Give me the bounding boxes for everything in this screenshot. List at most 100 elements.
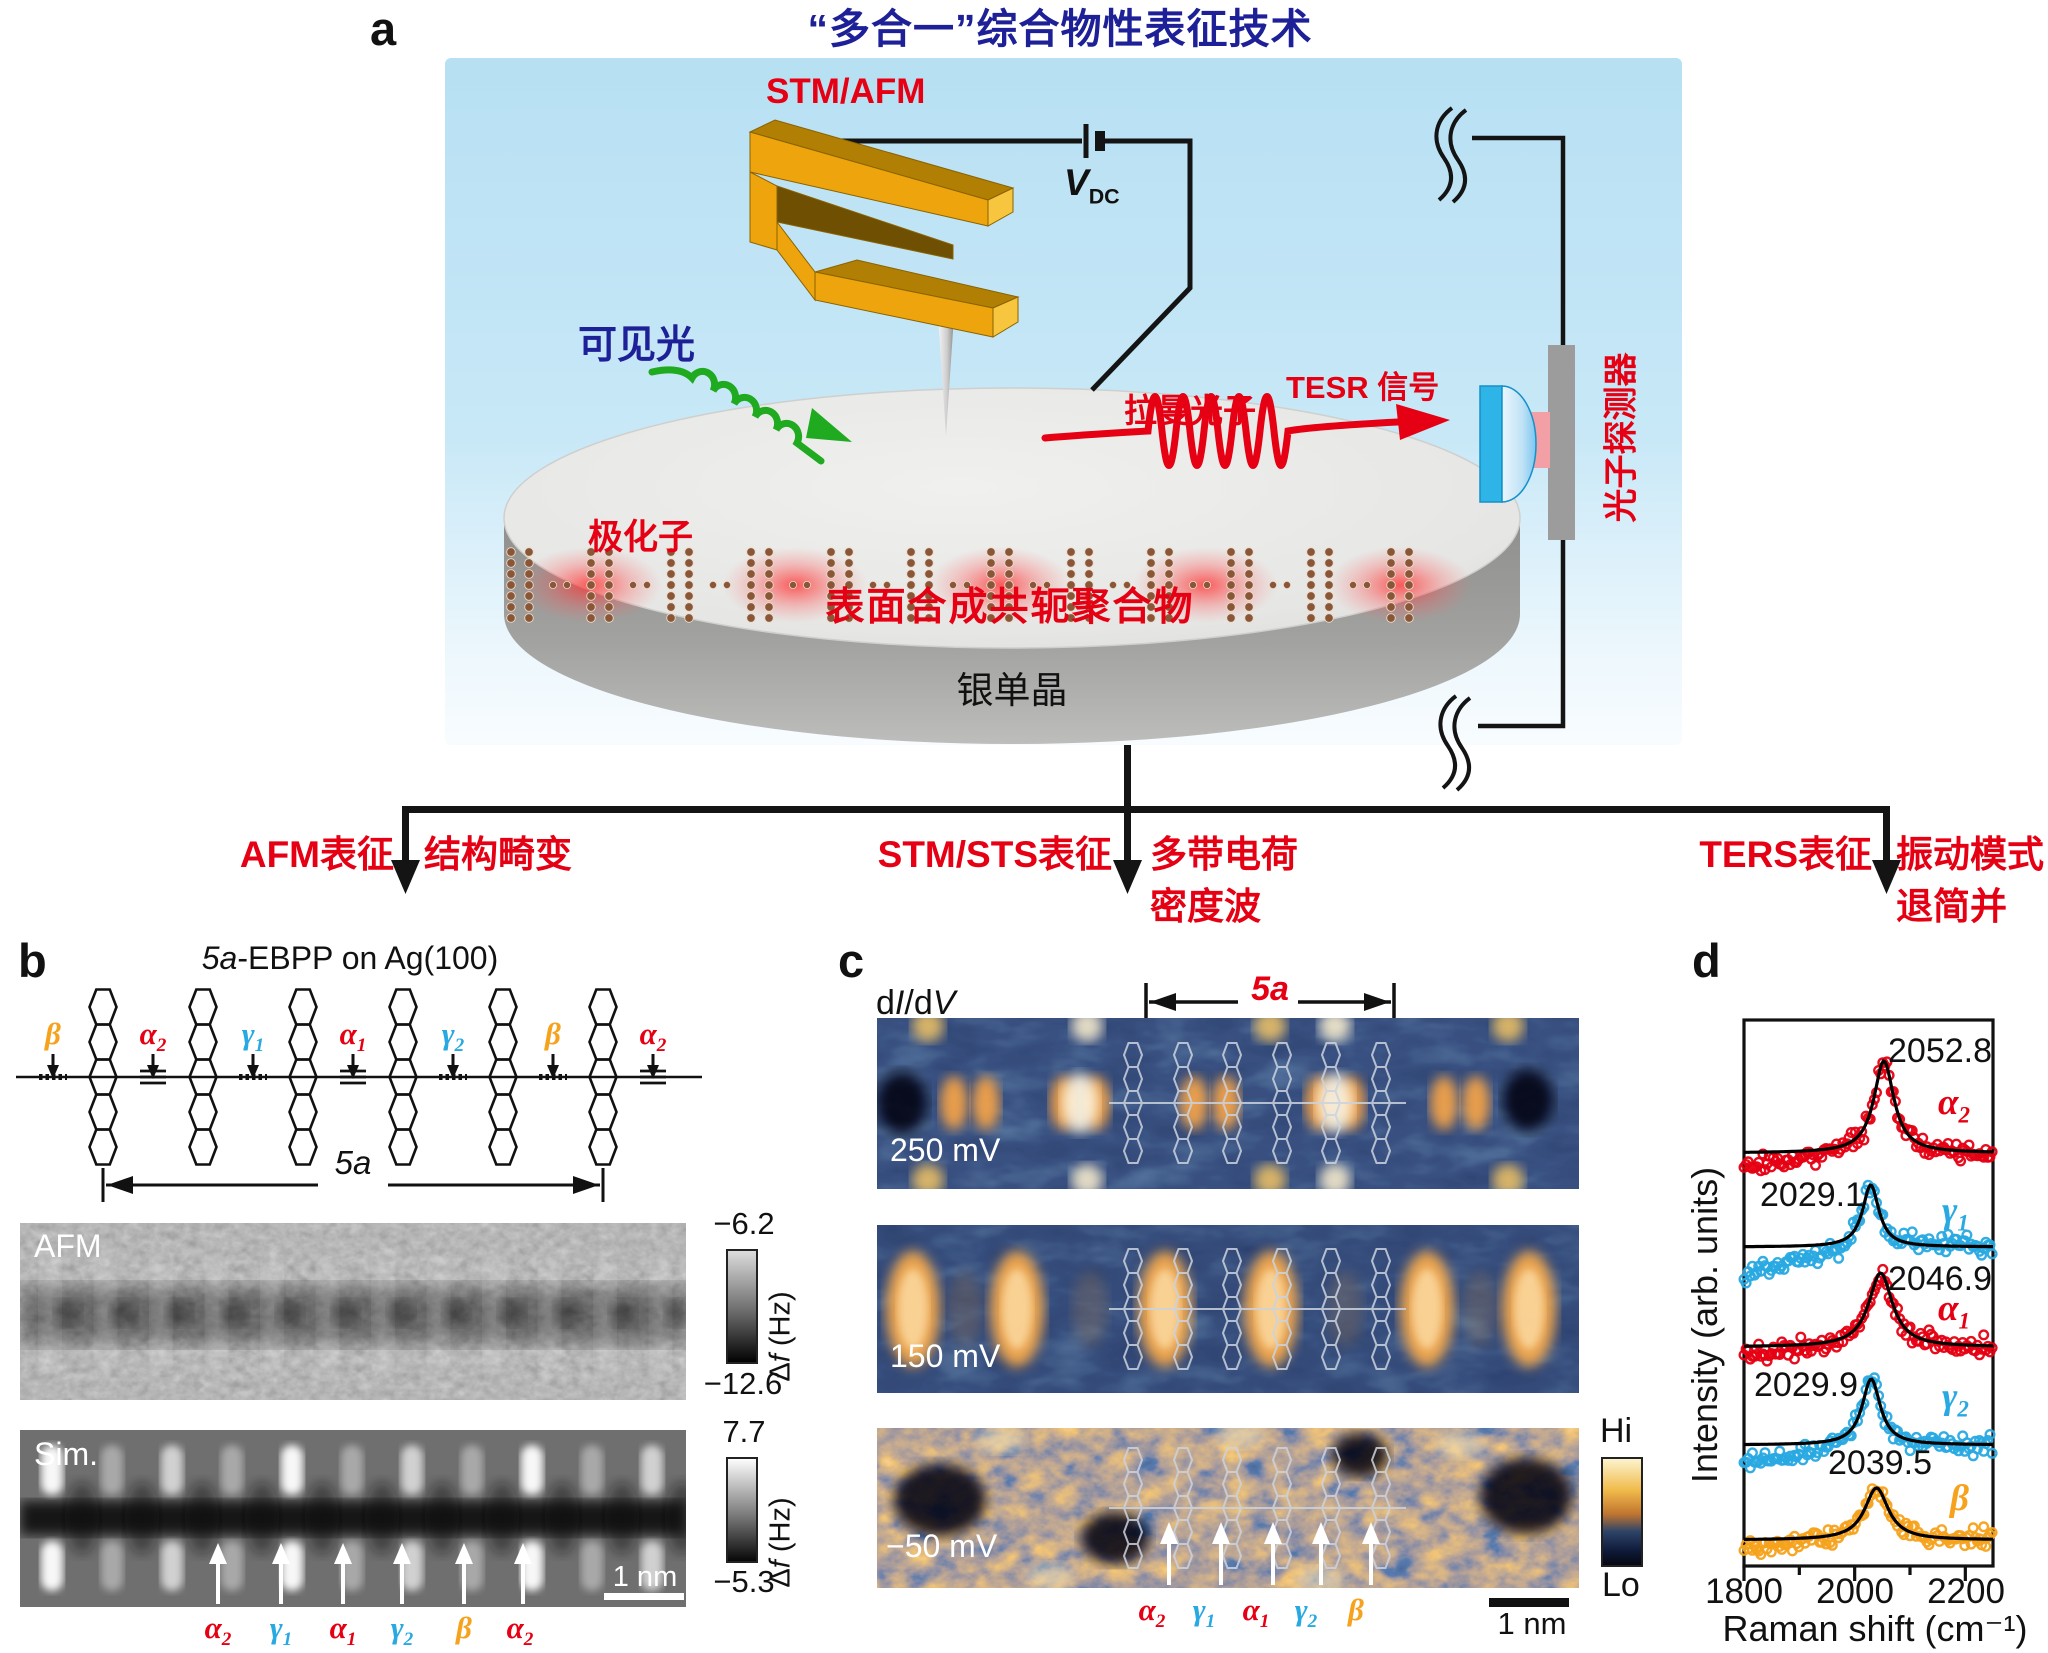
colorbar-lo: Lo <box>1602 1566 1640 1604</box>
sim-label-gamma1: γ1 <box>269 1610 293 1651</box>
cb1-min: −12.6 <box>703 1366 783 1401</box>
polaron-label: 极化子 <box>588 518 694 557</box>
panel-label-b: b <box>18 934 47 987</box>
cb2-min: −5.3 <box>713 1564 775 1599</box>
panel-d-graphics <box>1738 1018 1998 1581</box>
panel-b-title: 5a-EBPP on Ag(100) <box>201 940 499 976</box>
polymer-chain <box>506 547 1472 623</box>
didv-map-250mv <box>877 1018 1579 1189</box>
sim-label-alpha2-1: α2 <box>204 1610 232 1651</box>
panel-b-graphics <box>16 988 758 1607</box>
peak-value-beta: 2039.5 <box>1828 1444 1932 1482</box>
x-axis-label: Raman shift (cm⁻¹) <box>1722 1608 2028 1649</box>
map-label-beta: β <box>1348 1592 1364 1627</box>
branch-sts-result1: 多带电荷 <box>1150 834 1298 875</box>
bond-label-beta-2: β <box>545 1016 561 1051</box>
tesr-signal-label: TESR 信号 <box>1286 370 1440 405</box>
sim-label-beta: β <box>456 1610 472 1645</box>
map-label-alpha2: α2 <box>1138 1592 1166 1633</box>
sim-image-tag: Sim. <box>34 1436 98 1472</box>
panel-label-a: a <box>370 2 397 55</box>
didv-title: dI/dV <box>876 984 956 1022</box>
bond-label-alpha2-2: α2 <box>639 1016 667 1057</box>
photon-detector-label: 光子探测器 <box>1602 352 1641 523</box>
bond-label-beta-1: β <box>45 1016 61 1051</box>
branch-arrows <box>391 745 1901 894</box>
peak-value-gamma2: 2029.9 <box>1754 1366 1858 1404</box>
series-label-beta: β <box>1950 1478 1969 1519</box>
peak-value-alpha1: 2046.9 <box>1888 1260 1992 1298</box>
cb2-unit: Δf (Hz) <box>764 1496 797 1588</box>
sim-label-alpha2-2: α2 <box>506 1610 534 1651</box>
panel-label-d: d <box>1692 934 1721 987</box>
series-label-alpha2: α2 <box>1938 1082 1970 1128</box>
bond-label-alpha1: α1 <box>339 1016 367 1057</box>
span-5a-label-b: 5a <box>334 1144 372 1181</box>
vdc-label: VDC <box>1064 162 1120 209</box>
sim-label-alpha1: α1 <box>329 1610 357 1651</box>
map-label-alpha1: α1 <box>1242 1592 1270 1633</box>
colorbar-hi: Hi <box>1600 1412 1633 1450</box>
sim-image <box>20 1430 686 1607</box>
span-5a-label-c: 5a <box>1251 970 1289 1008</box>
tuning-fork <box>748 119 1020 338</box>
cb2-max: 7.7 <box>722 1414 766 1449</box>
series-label-gamma1: γ1 <box>1942 1190 1969 1236</box>
polymer-label: 表面合成共轭聚合物 <box>825 586 1195 629</box>
branch-ters-method: TERS表征 <box>1699 834 1872 875</box>
battery-icon <box>1095 131 1105 151</box>
visible-light-label: 可见光 <box>578 324 696 367</box>
raman-photon-label: 拉曼光子 <box>1124 392 1256 429</box>
photon-detector <box>1479 345 1575 540</box>
panel-c-graphics <box>877 983 1643 1607</box>
detector-circuit-wire <box>1434 106 1566 792</box>
branch-ters-result2: 退简并 <box>1896 886 2007 927</box>
cb1-unit: Δf (Hz) <box>764 1290 797 1382</box>
branch-ters-result1: 振动模式 <box>1896 834 2044 875</box>
scalebar-sim <box>604 1593 684 1600</box>
panel-label-c: c <box>838 934 865 987</box>
afm-image <box>20 1223 686 1400</box>
bond-label-gamma1: γ1 <box>241 1016 265 1057</box>
xtick-1800: 1800 <box>1705 1572 1783 1611</box>
colorbar-afm <box>726 1249 758 1364</box>
didv-map-m50mv <box>877 1428 1579 1588</box>
map-label-gamma1: γ1 <box>1192 1592 1216 1633</box>
spectra-series <box>1738 1056 1998 1561</box>
map-label-gamma2: γ2 <box>1294 1592 1318 1633</box>
visible-light-arrow <box>648 366 852 465</box>
colorbar-sim <box>726 1457 758 1563</box>
scalebar-label-c: 1 nm <box>1497 1606 1567 1641</box>
peak-value-gamma1: 2029.1 <box>1760 1176 1864 1214</box>
y-axis-label: Intensity (arb. units) <box>1684 1166 1725 1484</box>
series-label-alpha1: α1 <box>1938 1288 1970 1334</box>
stm-tip <box>938 316 954 436</box>
branch-afm-method: AFM表征 <box>239 834 394 875</box>
sim-label-gamma2: γ2 <box>390 1610 414 1651</box>
xtick-2000: 2000 <box>1816 1572 1894 1611</box>
silver-crystal-label: 银单晶 <box>956 670 1068 711</box>
bias-150mv: 150 mV <box>890 1338 1001 1374</box>
bias-250mv: 250 mV <box>890 1132 1001 1168</box>
peak-value-alpha2: 2052.8 <box>1888 1032 1992 1070</box>
span-5a-arrow <box>101 1168 605 1202</box>
bond-label-alpha2-1: α2 <box>139 1016 167 1057</box>
x-axis-ticks <box>1742 1566 1967 1581</box>
colorbar-didv <box>1601 1457 1643 1567</box>
raman-signal-arrow <box>1041 393 1450 469</box>
panel-a-schematic <box>391 58 1901 894</box>
stm-afm-label: STM/AFM <box>766 72 926 111</box>
afm-image-tag: AFM <box>34 1228 102 1264</box>
figure-title: “多合一”综合物性表征技术 <box>807 6 1313 52</box>
scalebar-didv <box>1489 1598 1569 1607</box>
cb1-max: −6.2 <box>713 1206 775 1241</box>
molecule-structure <box>16 988 702 1166</box>
map-arrows <box>1160 1522 1380 1585</box>
span-5a-arrow-c <box>1144 983 1396 1022</box>
series-label-gamma2: γ2 <box>1942 1376 1969 1422</box>
didv-map-150mv <box>877 1225 1579 1393</box>
branch-sts-method: STM/STS表征 <box>877 834 1112 875</box>
sim-arrows <box>209 1543 532 1604</box>
bond-label-gamma2: γ2 <box>441 1016 465 1057</box>
xtick-2200: 2200 <box>1927 1572 2005 1611</box>
